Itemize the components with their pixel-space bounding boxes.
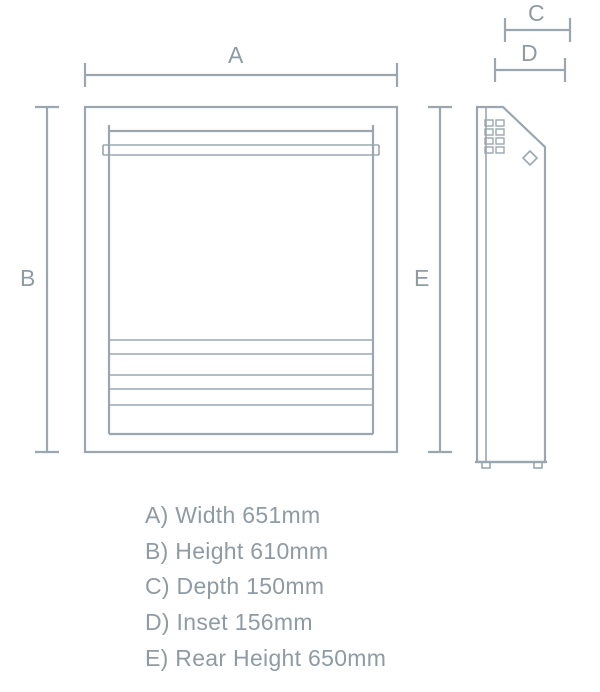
dim-label-b: B	[20, 265, 35, 292]
legend-line-d: D) Inset 156mm	[145, 605, 386, 641]
dim-label-d: D	[521, 40, 538, 67]
dimension-diagram: A B C D E	[0, 0, 600, 470]
legend-line-a: A) Width 651mm	[145, 498, 386, 534]
legend-line-b: B) Height 610mm	[145, 534, 386, 570]
diagram-svg	[0, 0, 600, 470]
legend-line-c: C) Depth 150mm	[145, 569, 386, 605]
legend-line-e: E) Rear Height 650mm	[145, 641, 386, 677]
dim-label-e: E	[414, 265, 429, 292]
dim-label-c: C	[528, 0, 545, 27]
dim-label-a: A	[228, 42, 243, 69]
dimension-legend: A) Width 651mm B) Height 610mm C) Depth …	[145, 498, 386, 676]
